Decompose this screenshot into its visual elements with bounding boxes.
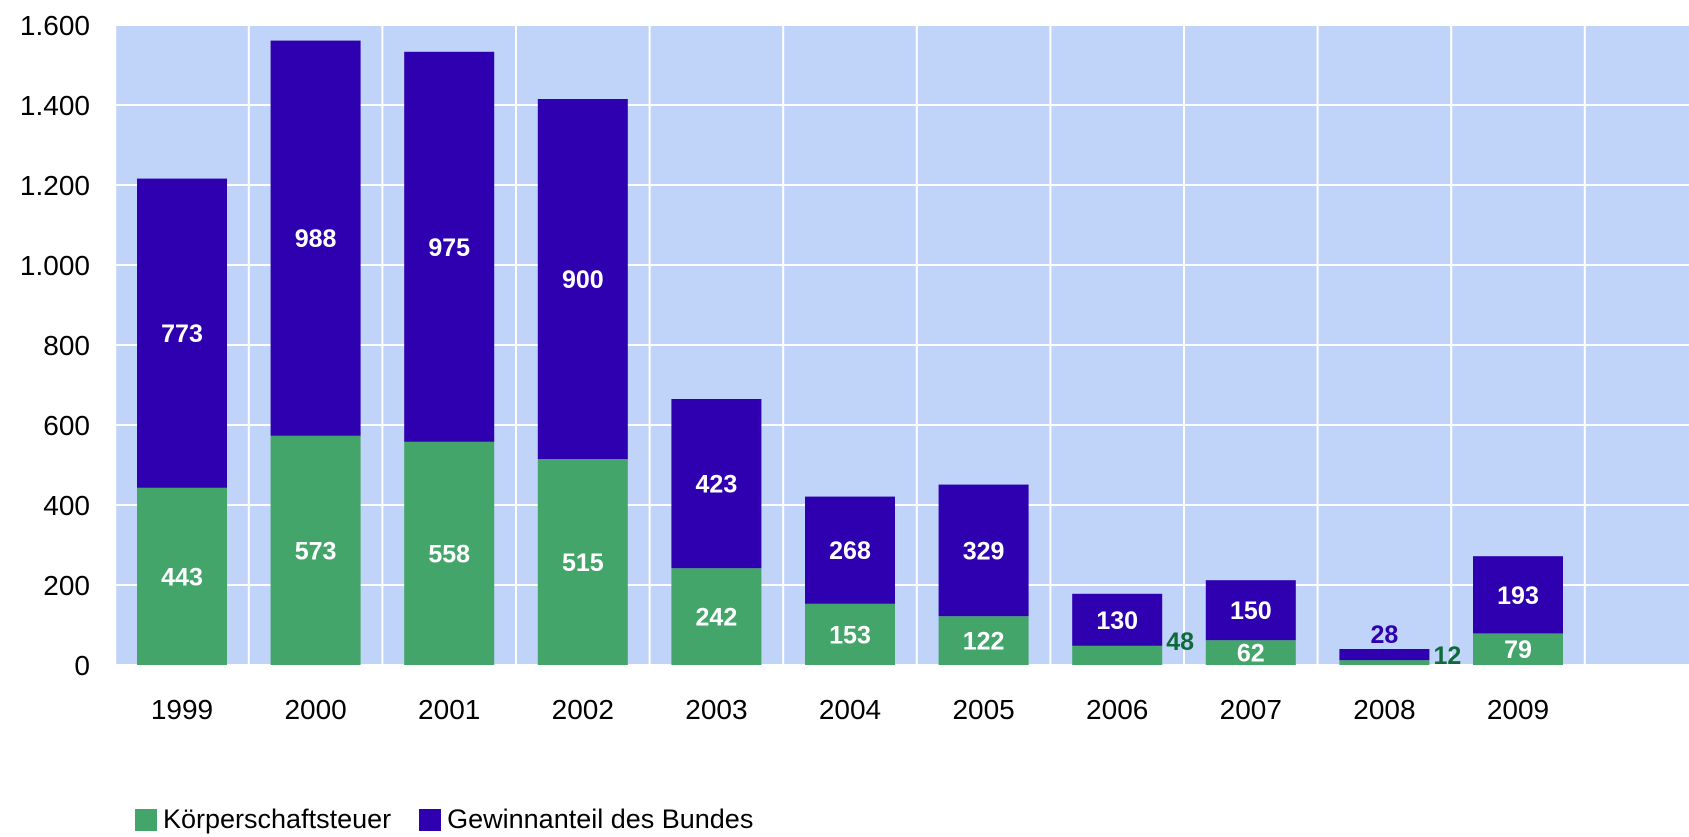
y-axis-tick-labels: 0 200 400 600 800 1.000 1.200 1.400 1.600 xyxy=(20,10,90,681)
bar-segment xyxy=(1072,645,1163,665)
x-axis-tick-labels: 1999 2000 2001 2002 2003 2004 2005 2006 2007 2008… xyxy=(151,694,1549,725)
bar-segment xyxy=(1473,633,1563,665)
y-tick-label: 1.200 xyxy=(20,170,90,201)
data-label: 515 xyxy=(562,549,604,577)
bar-segment xyxy=(1339,649,1430,661)
bar-segment xyxy=(671,568,762,665)
data-label: 900 xyxy=(562,266,604,294)
bar-segment xyxy=(1473,556,1563,634)
x-tick-label: 1999 xyxy=(151,694,213,725)
data-label: 12 xyxy=(1433,642,1461,670)
bar-segment xyxy=(805,603,895,665)
legend-item-gewinnanteil: Gewinnanteil des Bundes xyxy=(419,804,753,835)
data-label: 62 xyxy=(1237,640,1265,668)
x-tick-label: 2000 xyxy=(284,694,346,725)
bar-segment xyxy=(938,484,1029,617)
y-tick-label: 1.600 xyxy=(20,10,90,41)
legend: Körperschaftsteuer Gewinnanteil des Bund… xyxy=(135,802,753,837)
x-tick-label: 2001 xyxy=(418,694,480,725)
bar-segment xyxy=(137,487,227,665)
bar-segment xyxy=(1205,580,1296,641)
bar-segment xyxy=(938,616,1029,665)
data-label: 268 xyxy=(829,537,871,565)
x-tick-label: 2009 xyxy=(1487,694,1549,725)
data-label: 573 xyxy=(295,537,337,565)
bar-segment xyxy=(270,40,361,436)
data-label: 443 xyxy=(161,563,203,591)
data-label: 773 xyxy=(161,320,203,348)
bars: 443 773 573 988 558 975 515 900 242 423 153 268 122 3… xyxy=(137,40,1563,670)
x-tick-label: 2002 xyxy=(552,694,614,725)
data-label: 150 xyxy=(1230,597,1272,625)
y-tick-label: 600 xyxy=(43,410,90,441)
data-label: 130 xyxy=(1096,607,1138,635)
bar-segment xyxy=(270,435,361,665)
data-label: 28 xyxy=(1370,621,1398,649)
legend-label: Gewinnanteil des Bundes xyxy=(447,804,754,834)
y-tick-label: 1.400 xyxy=(20,90,90,121)
x-tick-label: 2005 xyxy=(952,694,1014,725)
x-tick-label: 2008 xyxy=(1353,694,1415,725)
data-label: 242 xyxy=(696,604,738,632)
legend-swatch-green xyxy=(135,808,157,831)
data-label: 975 xyxy=(428,234,470,262)
data-label: 558 xyxy=(428,540,470,568)
data-label: 48 xyxy=(1166,628,1194,656)
bar-segment xyxy=(137,178,227,488)
data-label: 988 xyxy=(295,225,337,253)
bar-segment xyxy=(671,399,762,569)
bar-segment xyxy=(1339,660,1430,665)
data-label: 193 xyxy=(1497,582,1539,610)
data-label: 122 xyxy=(963,628,1005,656)
legend-swatch-blue xyxy=(419,808,442,831)
stacked-bar-chart: 0 200 400 600 800 1.000 1.200 1.400 1.600 443 773… xyxy=(20,10,1689,725)
x-tick-label: 2006 xyxy=(1086,694,1148,725)
x-tick-label: 2003 xyxy=(685,694,747,725)
y-tick-label: 200 xyxy=(43,570,90,601)
bar-segment xyxy=(404,51,495,442)
bar-segment xyxy=(805,496,895,604)
gridlines xyxy=(114,24,1689,666)
x-tick-label: 2007 xyxy=(1220,694,1282,725)
bar-segment xyxy=(404,441,495,665)
data-label: 79 xyxy=(1504,636,1532,664)
bar-segment xyxy=(537,99,628,459)
bar-segment xyxy=(1205,640,1296,665)
y-tick-label: 400 xyxy=(43,490,90,521)
bar-segment xyxy=(1072,593,1163,646)
data-label: 423 xyxy=(696,471,738,499)
y-tick-label: 0 xyxy=(74,650,90,681)
data-label: 329 xyxy=(963,537,1005,565)
legend-label: Körperschaftsteuer xyxy=(163,804,392,834)
legend-item-koerperschaftsteuer: Körperschaftsteuer xyxy=(135,804,391,835)
data-label: 153 xyxy=(829,621,871,649)
x-tick-label: 2004 xyxy=(819,694,881,725)
y-tick-label: 800 xyxy=(43,330,90,361)
bar-segment xyxy=(537,459,628,665)
y-tick-label: 1.000 xyxy=(20,250,90,281)
